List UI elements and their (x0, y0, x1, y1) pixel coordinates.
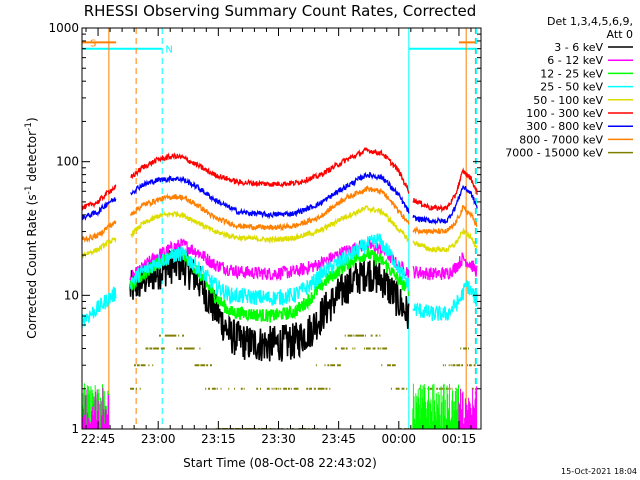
low-count-burst (412, 383, 459, 429)
legend-entry-label: 6 - 12 keV (547, 54, 603, 67)
y-tick-label: 1 (71, 422, 79, 436)
legend-header-line-2: Att 0 (607, 28, 633, 41)
legend-entry-label: 12 - 25 keV (540, 67, 603, 80)
x-tick-label: 00:15 (442, 432, 477, 446)
legend-entry-label: 25 - 50 keV (540, 81, 603, 94)
series-line-5 (82, 146, 478, 214)
series-line-8 (130, 334, 478, 429)
series-line-3 (82, 232, 478, 329)
timestamp: 15-Oct-2021 18:04 (561, 467, 637, 476)
y-tick-label: 100 (56, 155, 79, 169)
y-axis-label: Corrected Count Rate (s-1 detector-1) (24, 117, 39, 338)
x-tick-label: 00:00 (381, 432, 416, 446)
series-line-0 (129, 245, 410, 362)
chart-title: RHESSI Observing Summary Count Rates, Co… (84, 2, 477, 20)
x-tick-label: 23:15 (201, 432, 236, 446)
y-tick-label: 10 (64, 288, 79, 302)
legend-header-line-1: Det 1,3,4,5,6,9, (547, 15, 633, 28)
x-axis-label: Start Time (08-Oct-08 22:43:02) (183, 456, 377, 470)
x-tick-label: 23:30 (261, 432, 296, 446)
low-count-burst-magenta (458, 386, 478, 429)
x-tick-label: 23:45 (321, 432, 356, 446)
night-flag-label: N (165, 45, 172, 56)
y-tick-label: 1000 (48, 21, 79, 35)
series-line-6 (82, 171, 478, 226)
legend-entry-label: 7000 - 15000 keV (505, 147, 603, 160)
series-line-4 (82, 205, 478, 259)
x-tick-label: 23:00 (141, 432, 176, 446)
legend-entry-label: 300 - 800 keV (526, 120, 603, 133)
plot-frame (81, 27, 482, 430)
legend-entry-label: 100 - 300 keV (526, 107, 603, 120)
plot-area: SN (82, 28, 478, 429)
legend-entry-label: 50 - 100 keV (533, 94, 603, 107)
legend-entry-label: 800 - 7000 keV (519, 133, 603, 146)
saa-flag-label: S (90, 38, 96, 49)
axes: 1 10 100 1000 22:45 23:00 23:15 23:30 23:45 00:00… (48, 21, 481, 446)
x-tick-label: 22:45 (81, 432, 116, 446)
legend-entry-label: 3 - 6 keV (554, 41, 603, 54)
series-line-7 (82, 185, 478, 244)
